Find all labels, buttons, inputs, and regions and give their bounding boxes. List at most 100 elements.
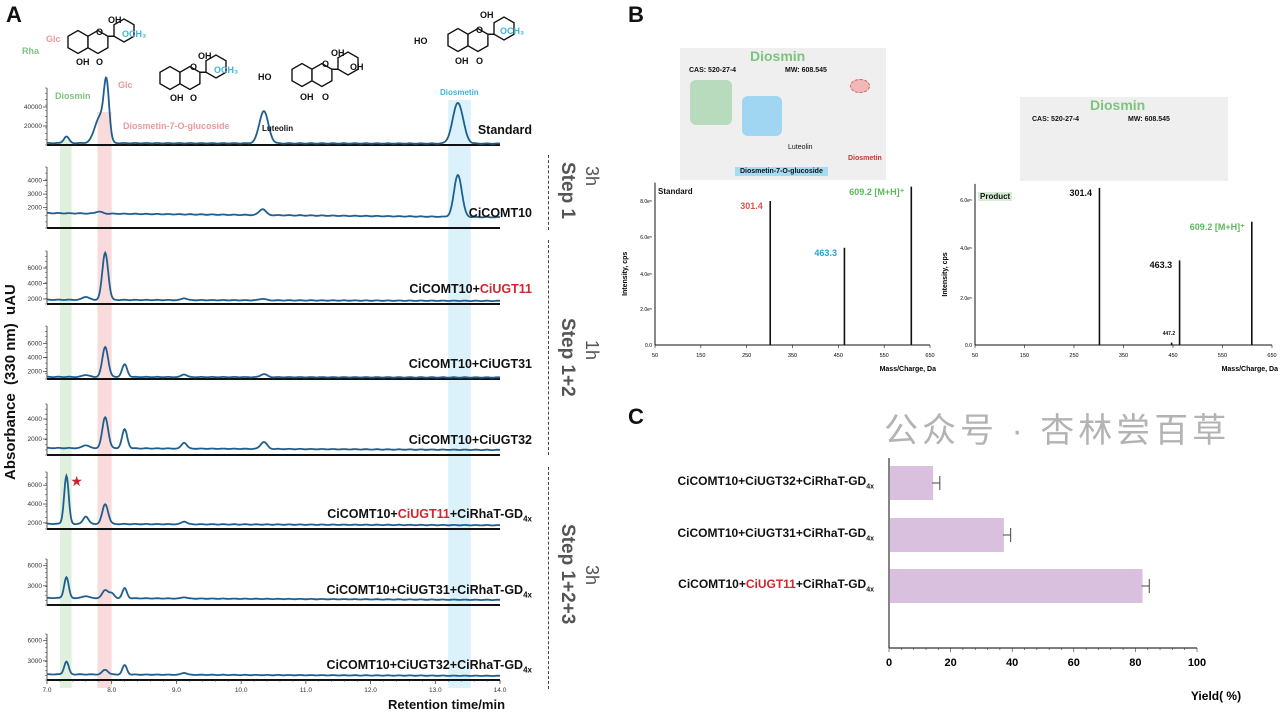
y-tick-label: 3000 xyxy=(28,658,43,665)
ms-x-tick-label: 50 xyxy=(972,353,978,359)
chromatogram-trace xyxy=(47,345,500,379)
ring-bond xyxy=(67,18,135,55)
product-structure-box: Diosmin CAS: 520-27-4 MW: 608.545 xyxy=(1020,97,1228,181)
diosmetin-label: Diosmetin xyxy=(440,88,479,97)
trace-label: CiCOMT10+CiUGT11+CiRhaT-GD4x xyxy=(327,507,532,524)
step3-label: Step 1+2+3 xyxy=(557,524,578,625)
luteolin-fragment: Luteolin xyxy=(788,144,813,151)
ms-y-tick-label: 2.0e⁵ xyxy=(640,307,652,313)
trace-label: Standard xyxy=(478,123,532,137)
structure-title: Diosmin xyxy=(1090,97,1146,113)
bar-x-tick-label: 60 xyxy=(1068,657,1080,669)
atom-label: OH xyxy=(170,93,184,103)
luteolin-label: Luteolin xyxy=(262,124,294,133)
label-part: +CiRhaT-GD xyxy=(795,577,867,591)
ms-x-tick-label: 550 xyxy=(1218,353,1227,359)
y-tick-label: 4000 xyxy=(28,501,43,508)
step3-time: 3h xyxy=(582,565,602,586)
yield-bar xyxy=(890,466,934,500)
label-part: CiCOMT10+ xyxy=(327,507,398,521)
label-part: CiCOMT10+CiUGT32 xyxy=(408,433,532,447)
ms-x-tick-label: 350 xyxy=(788,353,797,359)
y-tick-label: 4000 xyxy=(28,416,43,423)
rhamnose-highlight xyxy=(690,80,732,125)
atom-label: O xyxy=(476,25,484,35)
x-tick-label: 10.0 xyxy=(235,687,248,694)
x-axis-label: Retention time/min xyxy=(388,697,506,712)
yield-bar xyxy=(890,569,1143,603)
cas-number: CAS: 520-27-4 xyxy=(1032,116,1080,123)
bar-x-tick-label: 40 xyxy=(1006,657,1018,669)
ms-peak-label: 463.3 xyxy=(1149,260,1173,271)
highlight-enzyme: CiUGT11 xyxy=(745,577,796,591)
y-tick-label: 3000 xyxy=(28,191,43,198)
ms-x-tick-label: 550 xyxy=(880,353,889,359)
diosmin-label: Diosmin xyxy=(55,91,91,101)
spectrum-title: Standard xyxy=(658,186,693,196)
label-part: CiCOMT10+CiUGT32+CiRhaT-GD xyxy=(326,658,524,672)
ms-x-tick-label: 450 xyxy=(1168,353,1177,359)
y-tick-label: 4000 xyxy=(28,178,43,185)
step3-bracket xyxy=(548,467,549,689)
atom-label: OCH₃ xyxy=(122,29,147,39)
trace-label: CiCOMT10 xyxy=(469,206,532,220)
y-tick-label: 6000 xyxy=(28,638,43,645)
ms-peak-label: 609.2 [M+H]⁺ xyxy=(1189,221,1245,232)
y-tick-label: 2000 xyxy=(28,436,43,443)
bar-x-tick-label: 80 xyxy=(1129,657,1141,669)
ms-x-tick-label: 250 xyxy=(742,353,751,359)
label-part: CiCOMT10+CiUGT31+CiRhaT-GD xyxy=(677,526,867,540)
y-tick-label: 2000 xyxy=(28,296,43,303)
ms-x-tick-label: 350 xyxy=(1119,353,1128,359)
ms-peak-label: 463.3 xyxy=(814,247,837,258)
molecular-weight: MW: 608.545 xyxy=(785,67,827,74)
diosmetin-fragment: Diosmetin xyxy=(848,155,882,162)
ms-y-tick-label: 0.0 xyxy=(645,343,652,349)
atom-label: O xyxy=(96,27,104,37)
highlight-enzyme: CiUGT11 xyxy=(397,507,450,521)
step2-label: Step 1+2 xyxy=(557,318,578,397)
ms-x-tick-label: 450 xyxy=(834,353,843,359)
trace-label: CiCOMT10+CiUGT32+CiRhaT-GD4x xyxy=(327,658,532,675)
y-tick-label: 2000 xyxy=(28,205,43,212)
highlight-band xyxy=(97,112,112,688)
cas-number: CAS: 520-27-4 xyxy=(689,67,737,74)
trace-label: CiCOMT10+CiUGT31 xyxy=(409,357,532,371)
step1-time: 3h xyxy=(582,166,602,187)
atom-label: OCH₃ xyxy=(214,65,239,75)
standard-structure-box: Diosmin CAS: 520-27-4 MW: 608.545 Luteol… xyxy=(680,48,886,180)
trace-label: CiCOMT10+CiUGT11 xyxy=(409,282,532,296)
ms-x-tick-label: 150 xyxy=(696,353,705,359)
atom-label: O xyxy=(190,62,198,72)
trace-label: CiCOMT10+CiUGT31+CiRhaT-GD4x xyxy=(327,583,532,600)
d7g-label: Diosmetin-7-O-glucoside xyxy=(123,121,230,131)
atom-label: O xyxy=(476,56,484,66)
y-tick-label: 2000 xyxy=(28,520,43,527)
ms-x-tick-label: 250 xyxy=(1069,353,1078,359)
label-part: CiCOMT10+CiUGT31 xyxy=(408,357,532,371)
y-tick-label: 20000 xyxy=(24,123,42,130)
diosmin-structure xyxy=(67,18,135,55)
ms-x-axis-label: Mass/Charge, Da xyxy=(1222,366,1279,373)
x-tick-label: 11.0 xyxy=(300,687,313,694)
atom-label: OH xyxy=(300,92,314,102)
ms-y-tick-label: 6.0e⁵ xyxy=(960,198,972,204)
ring-bond xyxy=(447,16,515,53)
step1-label: Step 1 xyxy=(557,162,578,220)
subscript: 4x xyxy=(866,586,874,594)
panel-b-letter: B xyxy=(628,2,644,27)
y-tick-label: 6000 xyxy=(28,265,43,272)
chromatogram-trace xyxy=(47,472,501,527)
subscript: 4x xyxy=(523,590,532,600)
bar-x-axis-label: Yield( %) xyxy=(1191,689,1241,703)
atom-label: Rha xyxy=(22,46,40,56)
highlight-band xyxy=(448,100,471,688)
highlight-band xyxy=(59,140,72,688)
y-tick-label: 4000 xyxy=(28,280,43,287)
x-tick-label: 7.0 xyxy=(42,687,51,694)
chromatogram-trace xyxy=(47,415,501,451)
label-part: CiCOMT10+CiUGT32+CiRhaT-GD xyxy=(677,474,867,488)
atom-label: OH xyxy=(331,48,345,58)
atom-label: OH xyxy=(350,62,364,72)
